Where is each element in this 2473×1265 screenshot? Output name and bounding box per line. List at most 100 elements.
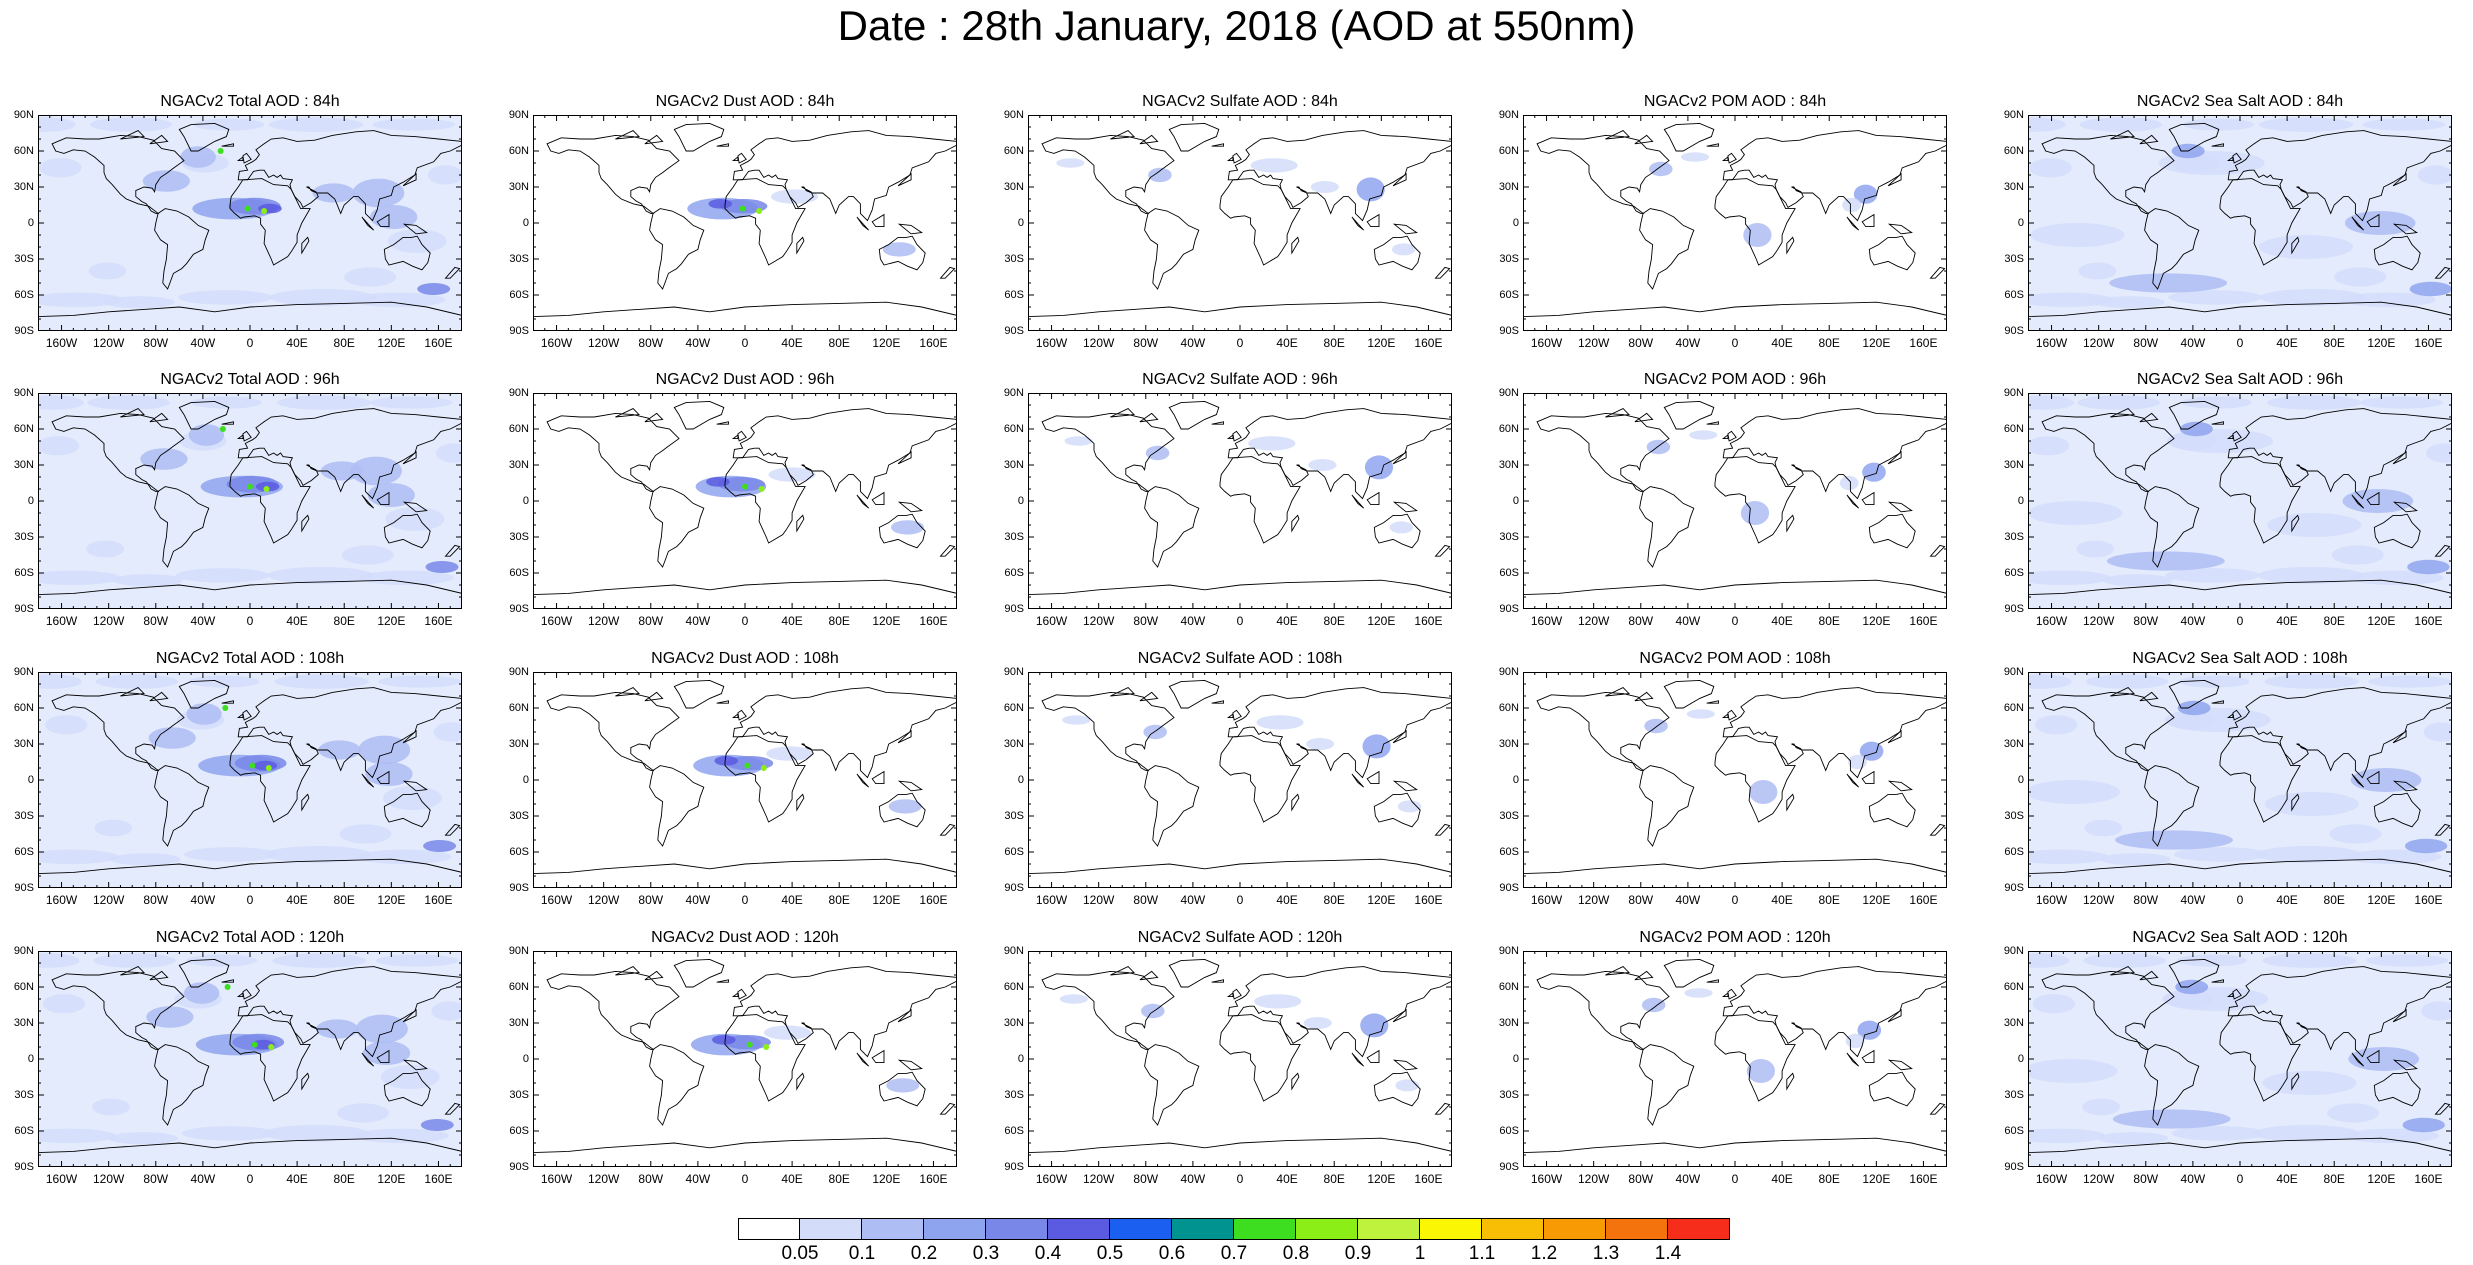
lat-tick-label: 60N: [1003, 423, 1024, 435]
lon-tick-label: 80E: [828, 614, 850, 628]
lon-tick-label: 40W: [2180, 893, 2206, 907]
coastline: [1041, 970, 1175, 1050]
lon-tick-label: 80E: [1818, 893, 1840, 907]
aerosol-plume: [38, 570, 121, 585]
aerosol-plume: [712, 1035, 736, 1045]
aerosol-plume: [372, 118, 455, 131]
lat-tick-label: 90S: [2004, 325, 2024, 337]
aerosol-plume: [2028, 292, 2113, 307]
aerosol-plume: [188, 424, 225, 446]
coastline: [2168, 400, 2220, 430]
lat-tick-label: 30S: [509, 1089, 529, 1101]
aerosol-plume: [770, 189, 819, 204]
lon-tick-label: 160W: [540, 893, 573, 907]
lon-tick-label: 120E: [1367, 336, 1396, 350]
coastline: [939, 266, 956, 279]
coastline: [897, 450, 912, 465]
lon-tick-label: 160E: [1414, 1172, 1443, 1186]
lat-tick-label: 0: [1512, 495, 1519, 507]
antarctica-coastline: [533, 858, 957, 875]
aerosol-plume: [1306, 738, 1335, 750]
coastline: [402, 501, 428, 513]
lon-tick-label: 80W: [143, 336, 169, 350]
colorbar-label: 1.4: [1654, 1243, 1682, 1264]
colorbar-swatch: [738, 1218, 800, 1240]
colorbar-swatch: [1048, 1218, 1110, 1240]
coastline: [731, 713, 739, 719]
lon-tick-label: 40E: [2276, 893, 2298, 907]
lat-tick-label: 30S: [1004, 531, 1024, 543]
lat-tick-label: 60S: [14, 846, 34, 858]
lon-tick-label: 80W: [2133, 336, 2159, 350]
aerosol-plume: [1649, 161, 1673, 177]
lat-tick-label: 90N: [13, 109, 34, 121]
antarctica-coastline: [38, 1137, 462, 1154]
lon-tick-label: 120W: [92, 1172, 125, 1186]
lat-tick-label: 90N: [508, 666, 529, 678]
lon-tick-label: 80W: [2133, 1172, 2159, 1186]
lat-tick-label: 60N: [2003, 702, 2024, 714]
aerosol-plume: [2028, 674, 2072, 689]
coastline: [383, 792, 431, 828]
lon-tick-label: 80E: [1323, 336, 1345, 350]
coastline: [1887, 780, 1913, 792]
lon-tick-label: 80W: [638, 614, 664, 628]
coastline: [2219, 456, 2301, 544]
aerosol-hotspot: [222, 705, 229, 711]
colorbar-label: 0.6: [1158, 1243, 1186, 1264]
coastline: [1226, 434, 1234, 440]
lon-tick-label: 40E: [1276, 336, 1298, 350]
aerosol-plume: [38, 292, 123, 307]
coastline: [1861, 770, 1875, 785]
panel-title: NGACv2 POM AOD : 96h: [1643, 371, 1827, 388]
lon-tick-label: 160W: [540, 1172, 573, 1186]
lon-tick-label: 80W: [143, 893, 169, 907]
lat-tick-label: 30N: [1498, 181, 1519, 193]
lon-tick-label: 40E: [286, 614, 308, 628]
coastline: [2392, 1008, 2407, 1023]
aerosol-plume: [178, 290, 273, 305]
lat-tick-label: 90S: [2004, 882, 2024, 894]
coastline: [1434, 1102, 1451, 1115]
colorbar-swatch: [862, 1218, 924, 1240]
coastline: [2291, 236, 2300, 255]
aerosol-plume: [1686, 709, 1715, 719]
lon-tick-label: 80W: [1628, 336, 1654, 350]
lon-tick-label: 40W: [1675, 614, 1701, 628]
lat-tick-label: 0: [2017, 495, 2024, 507]
lat-tick-label: 90S: [1004, 325, 1024, 337]
panel-title: NGACv2 Dust AOD : 96h: [655, 371, 835, 388]
lon-tick-label: 160W: [1530, 336, 1563, 350]
aerosol-plume: [268, 117, 364, 132]
lon-tick-label: 160W: [1530, 1172, 1563, 1186]
coastline: [1634, 970, 1654, 981]
lon-tick-label: 40W: [685, 336, 711, 350]
lat-tick-label: 60S: [1004, 289, 1024, 301]
lat-tick-label: 60S: [1499, 846, 1519, 858]
lon-tick-label: 160E: [424, 1172, 453, 1186]
lon-tick-label: 160E: [2414, 614, 2443, 628]
aerosol-plume: [2258, 117, 2354, 132]
lon-tick-label: 120W: [92, 893, 125, 907]
coastline: [2434, 1102, 2451, 1115]
aerosol-plume: [2253, 1125, 2359, 1142]
coastline: [2139, 412, 2159, 423]
colorbar-label: 0.05: [781, 1243, 819, 1264]
aerosol-plume: [2028, 570, 2111, 585]
coastline: [51, 970, 185, 1050]
coastline: [1351, 1052, 1365, 1067]
colorbar-label: 0.1: [848, 1243, 876, 1264]
coastline: [2434, 544, 2451, 557]
lon-tick-label: 80W: [1133, 1172, 1159, 1186]
lon-tick-label: 80E: [828, 893, 850, 907]
aerosol-plume: [2165, 568, 2260, 583]
world-map: [533, 951, 957, 1167]
lat-tick-label: 30N: [1003, 1017, 1024, 1029]
coastline: [1041, 412, 1175, 492]
coastline: [1110, 966, 1135, 976]
aerosol-plume: [1310, 181, 1339, 193]
coastline: [178, 122, 230, 152]
colorbar-swatch: [1110, 1218, 1172, 1240]
coastline: [724, 178, 806, 266]
lat-tick-label: 30S: [2004, 531, 2024, 543]
